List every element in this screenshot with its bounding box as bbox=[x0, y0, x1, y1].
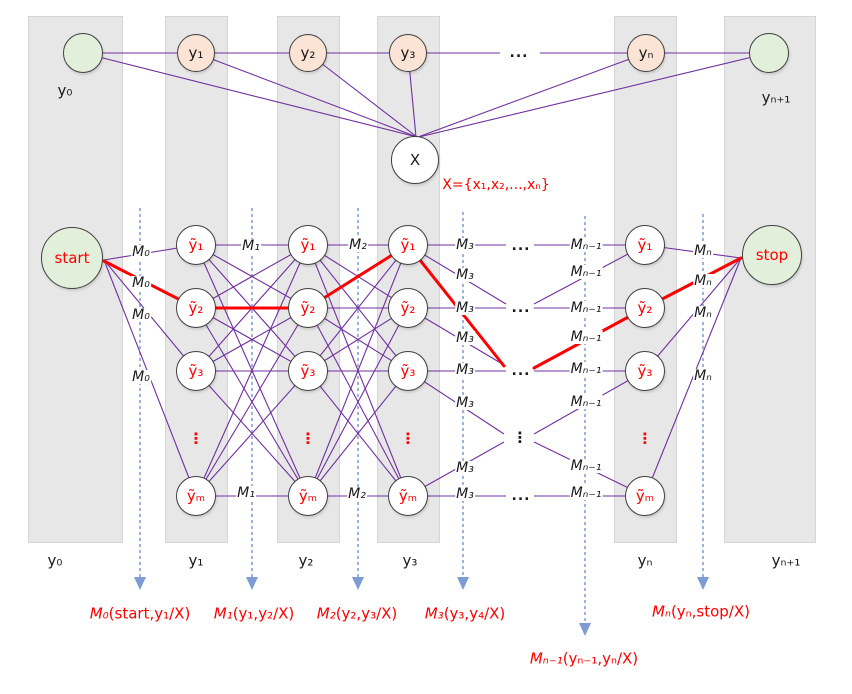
node-x: X bbox=[391, 136, 439, 184]
purple-edges bbox=[82, 52, 770, 497]
band-label-yn: yₙ bbox=[637, 551, 653, 570]
band-label-y0: y₀ bbox=[47, 551, 63, 570]
rowm-ellipsis: ... bbox=[511, 488, 531, 504]
edge-label-mn1-7: Mₙ₋₁ bbox=[569, 458, 603, 474]
column-band-yn bbox=[614, 16, 677, 543]
edge-label-m2-2: M₂ bbox=[347, 486, 367, 502]
node-state-ym-col1: ỹₘ bbox=[176, 476, 216, 516]
node-state-y2-col2: ỹ₂ bbox=[288, 288, 328, 328]
row1-ellipsis: ... bbox=[511, 238, 531, 254]
col3-vdots: ⋮ bbox=[400, 429, 416, 448]
top-ellipsis: ... bbox=[509, 45, 529, 61]
node-state-y1-col3: ỹ₁ bbox=[388, 225, 428, 265]
node-start: start bbox=[41, 227, 103, 289]
node-state-y2-coln: ỹ₂ bbox=[625, 288, 665, 328]
edge-label-mn-2: Mₙ bbox=[693, 273, 713, 289]
formula-mn: Mₙ(yₙ,stop/X) bbox=[652, 602, 750, 621]
formula-mn1-args: (yₙ₋₁,yₙ/X) bbox=[562, 649, 639, 668]
node-state-y3-col2: ỹ₃ bbox=[288, 351, 328, 391]
edge-label-m3-2: M₃ bbox=[455, 267, 475, 283]
node-yn1 bbox=[749, 33, 789, 73]
edge-label-m0-4: M₀ bbox=[131, 369, 151, 385]
column-band-y1 bbox=[165, 16, 228, 543]
node-state-y3-col1: ỹ₃ bbox=[176, 351, 216, 391]
node-y0 bbox=[63, 33, 103, 73]
row3-ellipsis: ... bbox=[511, 363, 531, 379]
edge-label-m3-5: M₃ bbox=[455, 362, 475, 378]
edge-label-mn1-3: Mₙ₋₁ bbox=[569, 300, 603, 316]
node-stop: stop bbox=[742, 225, 802, 285]
node-yn: yₙ bbox=[627, 34, 665, 72]
edge-label-mn1-1: Mₙ₋₁ bbox=[569, 237, 603, 253]
node-state-y1-coln: ỹ₁ bbox=[625, 225, 665, 265]
node-state-ym-col2: ỹₘ bbox=[288, 476, 328, 516]
node-state-y2-col3: ỹ₂ bbox=[388, 288, 428, 328]
edge-label-mn1-8: Mₙ₋₁ bbox=[569, 485, 603, 501]
mid-vdots: ⋮ bbox=[512, 428, 528, 447]
node-y3: y₃ bbox=[389, 34, 427, 72]
col1-vdots: ⋮ bbox=[188, 429, 204, 448]
edge-label-mn-3: Mₙ bbox=[693, 305, 713, 321]
edge-label-m3-8: M₃ bbox=[455, 486, 475, 502]
label-y0-top: y₀ bbox=[57, 81, 73, 100]
edge-label-m0-1: M₀ bbox=[131, 244, 151, 260]
node-state-y1-col1: ỹ₁ bbox=[176, 225, 216, 265]
edge-label-m3-6: M₃ bbox=[455, 395, 475, 411]
edge-label-mn1-5: Mₙ₋₁ bbox=[569, 361, 603, 377]
edge-label-m2-1: M₂ bbox=[348, 237, 368, 253]
formula-mn-symbol: Mₙ bbox=[652, 602, 671, 621]
node-state-y1-col2: ỹ₁ bbox=[288, 225, 328, 265]
row2-ellipsis: ... bbox=[511, 300, 531, 316]
edge-label-m3-3: M₃ bbox=[455, 300, 475, 316]
node-y2: y₂ bbox=[289, 34, 327, 72]
label-x-set: X={x₁,x₂,...,xₙ} bbox=[442, 177, 550, 193]
edge-label-mn1-4: Mₙ₋₁ bbox=[569, 329, 603, 345]
node-state-y3-col3: ỹ₃ bbox=[388, 351, 428, 391]
formula-m2: M₂(y₂,y₃/X) bbox=[316, 604, 398, 623]
edge-label-mn-1: Mₙ bbox=[693, 243, 713, 259]
formula-m1-args: (y₁,y₂/X) bbox=[232, 604, 295, 623]
node-y1: y₁ bbox=[177, 34, 215, 72]
node-state-ym-coln: ỹₘ bbox=[625, 476, 665, 516]
band-label-y3: y₃ bbox=[402, 551, 418, 570]
band-label-y1: y₁ bbox=[188, 551, 204, 570]
edge-label-m0-2: M₀ bbox=[131, 275, 151, 291]
formula-m2-args: (y₂,y₃/X) bbox=[335, 604, 398, 623]
formula-m0-args: (start,y₁/X) bbox=[108, 604, 191, 623]
edge-label-m3-7: M₃ bbox=[455, 460, 475, 476]
node-state-y3-coln: ỹ₃ bbox=[625, 351, 665, 391]
edge-label-mn-4: Mₙ bbox=[693, 368, 713, 384]
col2-vdots: ⋮ bbox=[300, 429, 316, 448]
formula-m3-args: (y₃,y₄/X) bbox=[443, 604, 506, 623]
formula-mn-args: (yₙ,stop/X) bbox=[670, 602, 750, 621]
edge-label-m3-4: M₃ bbox=[455, 330, 475, 346]
formula-m3: M₃(y₃,y₄/X) bbox=[424, 604, 506, 623]
formula-m1-symbol: M₁ bbox=[213, 604, 233, 623]
formula-m0: M₀(start,y₁/X) bbox=[89, 604, 191, 623]
node-state-y2-col1: ỹ₂ bbox=[176, 288, 216, 328]
coln-vdots: ⋮ bbox=[637, 429, 653, 448]
band-label-yn1: yₙ₊₁ bbox=[771, 551, 801, 570]
edge-label-m1-1: M₁ bbox=[241, 238, 261, 254]
column-band-y3 bbox=[377, 16, 440, 543]
label-yn1-top: yₙ₊₁ bbox=[761, 88, 791, 107]
formula-m2-symbol: M₂ bbox=[316, 604, 336, 623]
formula-m3-symbol: M₃ bbox=[424, 604, 444, 623]
edge-label-m0-3: M₀ bbox=[131, 307, 151, 323]
band-label-y2: y₂ bbox=[298, 551, 314, 570]
dashed-arrows bbox=[134, 208, 709, 636]
formula-mn1: Mₙ₋₁(yₙ₋₁,yₙ/X) bbox=[529, 649, 639, 668]
edge-label-mn1-6: Mₙ₋₁ bbox=[569, 394, 603, 410]
edge-label-mn1-2: Mₙ₋₁ bbox=[569, 264, 603, 280]
formula-m0-symbol: M₀ bbox=[89, 604, 109, 623]
node-state-ym-col3: ỹₘ bbox=[388, 476, 428, 516]
edge-label-m3-1: M₃ bbox=[455, 237, 475, 253]
formula-mn1-symbol: Mₙ₋₁ bbox=[529, 649, 563, 668]
edge-label-m1-2: M₁ bbox=[236, 485, 256, 501]
formula-m1: M₁(y₁,y₂/X) bbox=[213, 604, 295, 623]
